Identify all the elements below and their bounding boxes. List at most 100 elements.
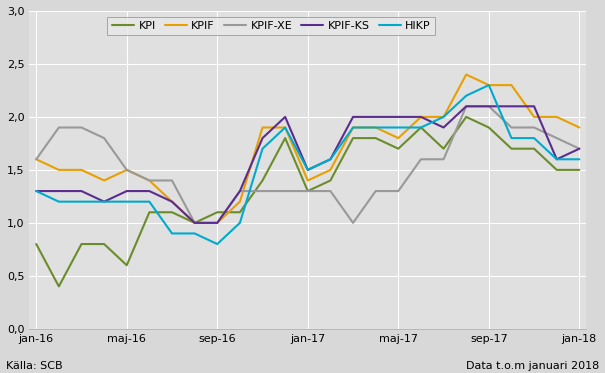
KPI (304, 189, 312, 193)
KPIF-XE (576, 147, 583, 151)
KPIF (463, 72, 470, 77)
KPIF-KS (327, 157, 334, 162)
KPIF-XE (463, 104, 470, 109)
HIKP (100, 200, 108, 204)
KPIF-XE (350, 220, 357, 225)
KPIF-XE (168, 178, 175, 183)
KPIF (327, 167, 334, 172)
Line: KPIF-XE: KPIF-XE (36, 106, 580, 223)
KPIF-KS (55, 189, 62, 193)
KPIF-XE (485, 104, 492, 109)
HIKP (350, 125, 357, 130)
KPIF-KS (304, 167, 312, 172)
KPIF-KS (485, 104, 492, 109)
KPI (191, 220, 198, 225)
KPIF-KS (394, 115, 402, 119)
KPIF-KS (281, 115, 289, 119)
HIKP (33, 189, 40, 193)
HIKP (372, 125, 379, 130)
KPIF (214, 220, 221, 225)
KPIF-KS (33, 189, 40, 193)
KPI (237, 210, 244, 214)
HIKP (508, 136, 515, 140)
HIKP (281, 125, 289, 130)
Legend: KPI, KPIF, KPIF-XE, KPIF-KS, HIKP: KPI, KPIF, KPIF-XE, KPIF-KS, HIKP (107, 16, 436, 35)
KPIF-KS (463, 104, 470, 109)
KPIF-XE (191, 220, 198, 225)
KPIF-KS (168, 200, 175, 204)
KPIF-XE (394, 189, 402, 193)
KPIF (508, 83, 515, 87)
KPIF-XE (281, 189, 289, 193)
KPI (394, 147, 402, 151)
KPIF-KS (214, 220, 221, 225)
HIKP (191, 231, 198, 236)
KPI (259, 178, 266, 183)
KPIF-XE (417, 157, 425, 162)
KPIF-KS (191, 220, 198, 225)
HIKP (417, 125, 425, 130)
HIKP (123, 200, 130, 204)
KPIF-KS (146, 189, 153, 193)
KPIF (417, 115, 425, 119)
KPI (485, 125, 492, 130)
KPIF-KS (372, 115, 379, 119)
HIKP (304, 167, 312, 172)
KPIF-KS (259, 136, 266, 140)
KPIF-XE (237, 189, 244, 193)
KPIF-XE (259, 189, 266, 193)
HIKP (327, 157, 334, 162)
KPIF (350, 125, 357, 130)
HIKP (463, 94, 470, 98)
KPIF-KS (417, 115, 425, 119)
KPIF (576, 125, 583, 130)
KPIF-XE (55, 125, 62, 130)
HIKP (553, 157, 560, 162)
KPIF-XE (531, 125, 538, 130)
KPIF-KS (78, 189, 85, 193)
Line: KPIF-KS: KPIF-KS (36, 106, 580, 223)
KPIF-XE (327, 189, 334, 193)
KPIF-KS (531, 104, 538, 109)
KPIF (304, 178, 312, 183)
KPIF (237, 200, 244, 204)
KPIF (281, 125, 289, 130)
KPIF (100, 178, 108, 183)
KPI (168, 210, 175, 214)
KPIF-XE (553, 136, 560, 140)
KPIF-KS (350, 115, 357, 119)
KPIF (531, 115, 538, 119)
KPI (78, 242, 85, 246)
KPI (146, 210, 153, 214)
KPIF-XE (100, 136, 108, 140)
HIKP (146, 200, 153, 204)
KPIF-KS (100, 200, 108, 204)
KPIF (259, 125, 266, 130)
KPIF-XE (214, 220, 221, 225)
KPIF (168, 200, 175, 204)
KPIF (394, 136, 402, 140)
KPIF-XE (440, 157, 447, 162)
KPIF (372, 125, 379, 130)
Text: Källa: SCB: Källa: SCB (6, 361, 63, 371)
KPIF-KS (237, 189, 244, 193)
KPI (508, 147, 515, 151)
KPIF-XE (33, 157, 40, 162)
KPI (463, 115, 470, 119)
KPI (350, 136, 357, 140)
KPI (553, 167, 560, 172)
KPI (417, 125, 425, 130)
KPIF (146, 178, 153, 183)
KPIF (553, 115, 560, 119)
KPIF-KS (576, 147, 583, 151)
KPIF-XE (78, 125, 85, 130)
Line: KPI: KPI (36, 117, 580, 286)
KPIF-XE (372, 189, 379, 193)
KPI (100, 242, 108, 246)
KPIF (33, 157, 40, 162)
HIKP (485, 83, 492, 87)
KPIF-XE (146, 178, 153, 183)
KPIF (78, 167, 85, 172)
KPI (372, 136, 379, 140)
KPIF-XE (508, 125, 515, 130)
